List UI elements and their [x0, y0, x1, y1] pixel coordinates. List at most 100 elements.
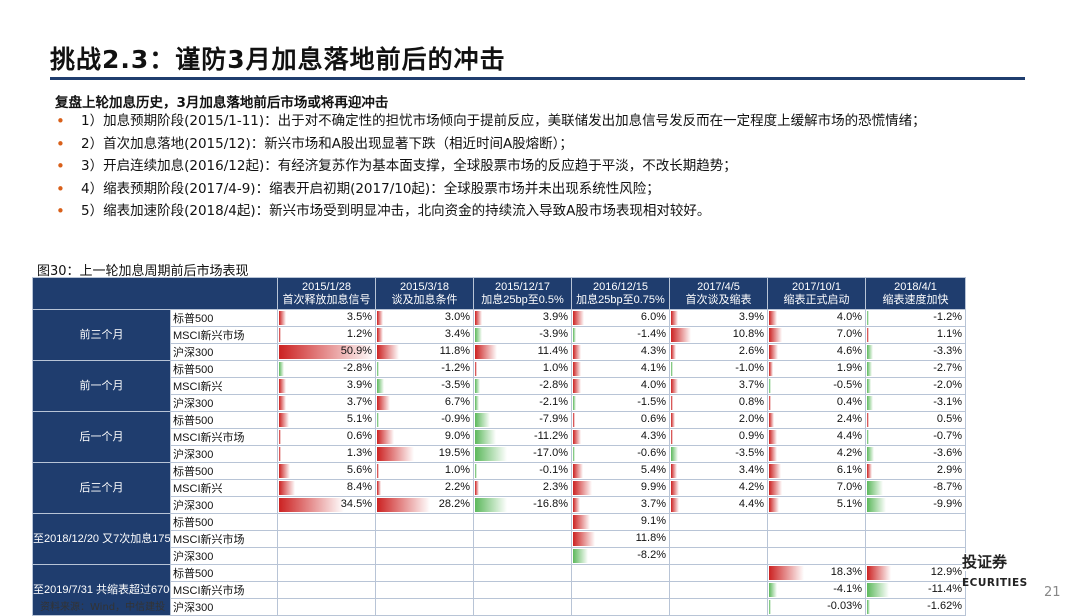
value-cell: -11.4% [865, 581, 966, 599]
value-text: 0.4% [836, 396, 862, 408]
data-bar [475, 481, 480, 495]
value-text: 7.0% [836, 328, 862, 340]
value-cell [375, 547, 474, 565]
value-cell: 4.6% [767, 343, 866, 361]
value-cell: 1.1% [865, 326, 966, 344]
data-bar [573, 430, 582, 444]
data-bar [377, 464, 379, 478]
value-text: 1.3% [346, 447, 372, 459]
value-text: 0.8% [738, 396, 764, 408]
value-cell [669, 547, 768, 565]
value-text: 6.1% [836, 464, 862, 476]
table-row: 前一个月 标普500 -2.8% -1.2% 1.0% 4.1% -1.0% 1.9% -2.7… [32, 360, 966, 412]
value-cell: 8.4% [277, 479, 376, 497]
value-cell: 0.4% [767, 394, 866, 412]
value-cell: 34.5% [277, 496, 376, 514]
data-bar [475, 379, 481, 393]
data-bar [671, 345, 676, 359]
data-bar [573, 532, 596, 546]
data-bar [867, 396, 873, 410]
index-name: MSCI新兴 [170, 479, 278, 497]
data-bar [769, 396, 771, 410]
data-bar [279, 481, 295, 495]
value-cell [473, 547, 572, 565]
value-text: 5.6% [346, 464, 372, 476]
value-cell [669, 530, 768, 548]
value-text: -3.9% [539, 328, 568, 340]
value-cell: -2.0% [865, 377, 966, 395]
value-cell: 11.8% [571, 530, 670, 548]
data-bar [867, 566, 892, 580]
value-text: 10.8% [732, 328, 764, 340]
table-row: 至2019/7/31 共缩表超过6700亿美元 资产负债表规模-15%标普500… [32, 564, 966, 616]
value-cell [473, 581, 572, 599]
value-cell: -0.6% [571, 445, 670, 463]
value-cell: 0.8% [669, 394, 768, 412]
data-bar [671, 464, 678, 478]
value-cell [277, 547, 376, 565]
column-date: 2016/12/15 [592, 280, 649, 293]
source-note: 资料来源：Wind，中信建投 [40, 602, 166, 613]
value-text: 11.4% [537, 345, 568, 357]
data-bar [377, 345, 400, 359]
broker-logo: 投证券 [962, 553, 1008, 571]
value-text: -0.6% [637, 447, 666, 459]
data-bar [279, 430, 281, 444]
value-text: 0.9% [738, 430, 764, 442]
value-cell: 11.4% [473, 343, 572, 361]
value-text: -1.0% [735, 362, 764, 374]
value-text: -3.1% [933, 396, 962, 408]
value-cell [277, 530, 376, 548]
value-cell: -0.03% [767, 598, 866, 616]
period-label: 后一个月 [32, 411, 171, 463]
data-bar [475, 413, 490, 427]
period-label: 至2019/7/31 共缩表超过6700亿美元 资产负债表规模-15% [32, 564, 171, 616]
value-cell: 2.2% [375, 479, 474, 497]
market-performance-table: 2015/1/28 首次释放加息信号 2015/3/18 谈及加息条件 2015/12/… [32, 277, 966, 616]
bullet-item: • 3）开启连续加息(2016/12起)：有经济复苏作为基本面支撑，全球股票市场的… [55, 155, 1015, 178]
value-cell: 3.9% [669, 309, 768, 327]
value-cell [277, 581, 376, 599]
value-text: 6.0% [640, 311, 666, 323]
bullet-text: 1）加息预期阶段(2015/1-11)：出于对不确定性的担忧市场倾向于提前反应，… [81, 113, 926, 129]
data-bar [475, 345, 497, 359]
value-cell: -8.7% [865, 479, 966, 497]
value-cell: 6.1% [767, 462, 866, 480]
value-text: -7.9% [539, 413, 568, 425]
data-bar [671, 362, 673, 376]
data-bar [671, 396, 673, 410]
subtitle: 复盘上轮加息历史，3月加息落地前后市场或将再迎冲击 [55, 95, 389, 111]
data-bar [573, 311, 585, 325]
index-name: 沪深300 [170, 343, 278, 361]
value-cell [669, 513, 768, 531]
value-cell: -0.1% [473, 462, 572, 480]
value-text: 3.4% [738, 464, 764, 476]
value-cell: 5.1% [277, 411, 376, 429]
value-cell: 5.1% [767, 496, 866, 514]
value-text: -1.2% [441, 362, 470, 374]
value-text: 0.6% [640, 413, 666, 425]
data-bar [769, 413, 774, 427]
value-cell: -11.2% [473, 428, 572, 446]
table-row: 后一个月 标普500 5.1% -0.9% -7.9% 0.6% 2.0% 2.4% 0.5% [32, 411, 966, 463]
data-bar [867, 362, 873, 376]
data-bar [867, 311, 870, 325]
title-divider [50, 77, 1025, 80]
value-cell: -1.2% [865, 309, 966, 327]
table-row: 至2018/12/20 又7次加息175bp 至2.5%标普500 9.1% [32, 513, 966, 565]
data-bar [279, 447, 282, 461]
index-name: MSCI新兴 [170, 377, 278, 395]
value-cell: 0.6% [277, 428, 376, 446]
data-bar [279, 311, 286, 325]
value-cell: 2.3% [473, 479, 572, 497]
value-text: 4.2% [836, 447, 862, 459]
value-cell: 4.2% [767, 445, 866, 463]
data-bar [867, 430, 869, 444]
value-cell: 18.3% [767, 564, 866, 582]
data-bar [867, 447, 874, 461]
data-bar [475, 498, 507, 512]
value-text: 11.8% [635, 532, 666, 544]
value-cell: 28.2% [375, 496, 474, 514]
data-bar [671, 311, 679, 325]
value-cell: 5.6% [277, 462, 376, 480]
